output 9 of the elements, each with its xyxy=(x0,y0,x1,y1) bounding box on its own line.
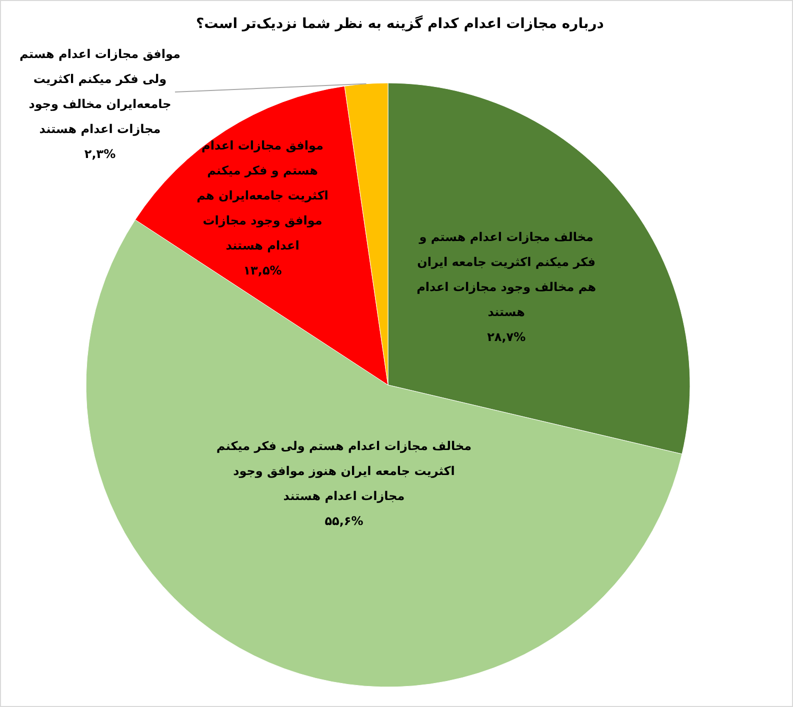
slice-label: مخالف مجازات اعدام هستم و فکر میکنم اکثریت جامعه ایران هم مخالف وجود مجازات اعدام هستند xyxy=(416,230,596,320)
data-label: ۲۸,۷% xyxy=(487,330,526,344)
data-label: ۱۳,۵% xyxy=(243,263,282,278)
data-label: ۵۵,۶% xyxy=(324,514,364,528)
data-label: ۲,۳% xyxy=(84,147,116,161)
slice-label: موافق مجازات اعدام هستم و فکر میکنم اکثریت جامعه‌ایران هم موافق وجود مجازات اعدام هستند xyxy=(196,138,328,252)
slice-label: مخالف مجازات اعدام هستم ولی فکر میکنم اکثریت جامعه ایران هنوز موافق وجود مجازات اعدام هستند xyxy=(216,439,472,504)
slice-label: موافق مجازات اعدام هستم ولی فکر میکنم اکثریت جامعه‌ایران مخالف وجود مجازات اعدام هستند xyxy=(20,47,180,136)
chart-title: درباره مجازات اعدام کدام گزینه به نظر شما نزدیک‌تر است؟ xyxy=(196,15,604,32)
